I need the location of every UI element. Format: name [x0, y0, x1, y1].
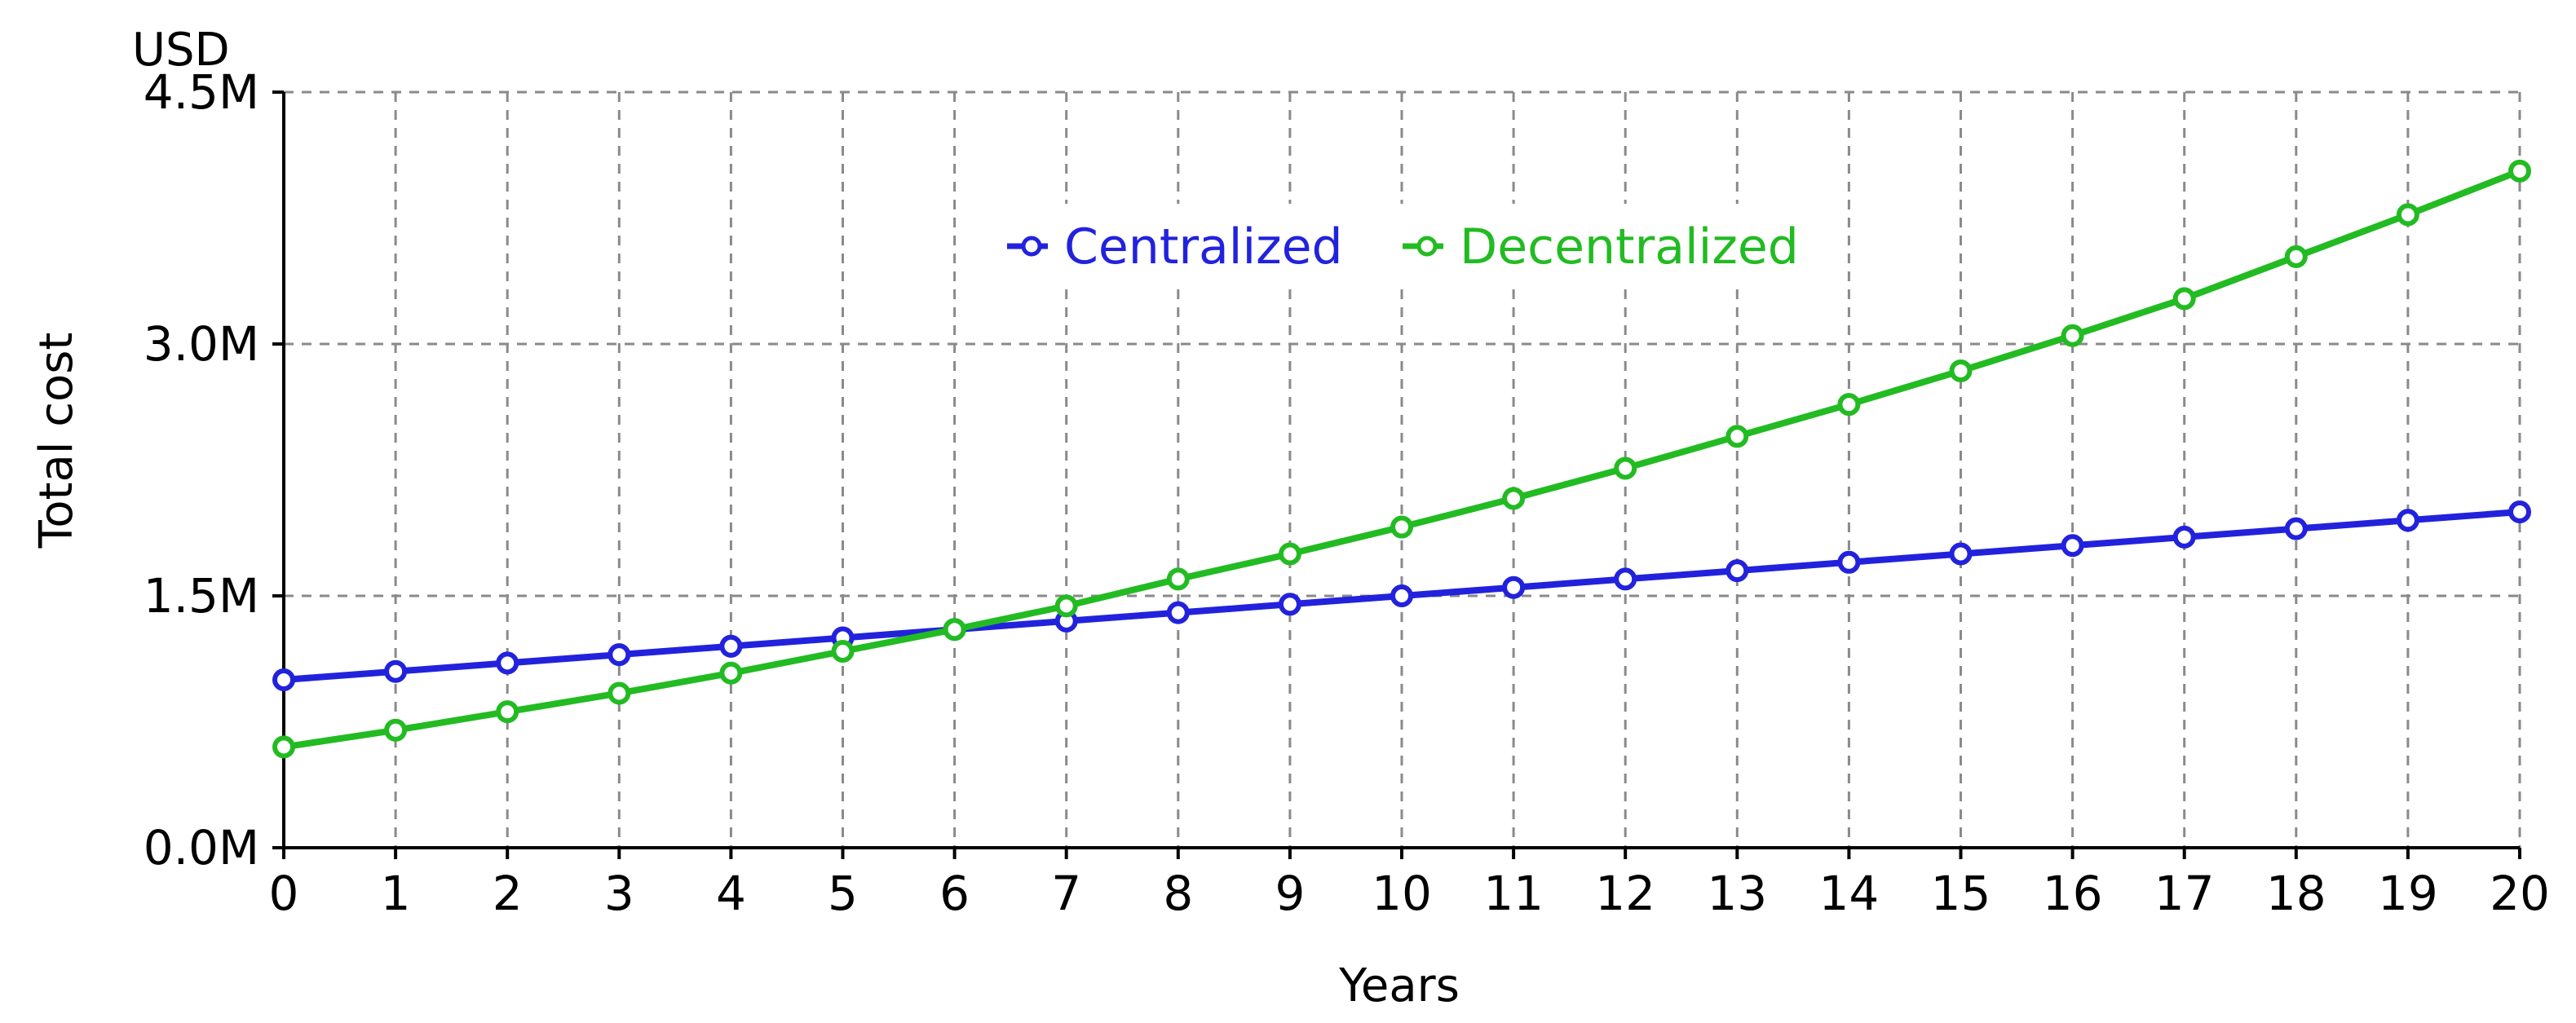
data-point: [2061, 534, 2084, 558]
x-tick-label: 15: [1931, 866, 1991, 921]
data-point: [1278, 542, 1301, 566]
data-point: [2396, 509, 2419, 532]
legend: Centralized Decentralized: [999, 204, 1823, 289]
data-point: [2061, 324, 2084, 347]
data-point: [2284, 517, 2308, 540]
data-point: [1949, 542, 1973, 566]
data-point: [1837, 393, 1861, 417]
x-tick-label: 12: [1595, 866, 1655, 921]
x-tick-label: 5: [828, 866, 858, 921]
data-point: [1949, 359, 1973, 382]
legend-marker-icon: [1021, 236, 1042, 257]
data-point: [1278, 593, 1301, 616]
data-point: [1390, 515, 1413, 539]
x-tick-label: 8: [1163, 866, 1193, 921]
y-tick-label: 0.0M: [144, 820, 259, 875]
data-point: [2396, 203, 2419, 227]
data-point: [608, 643, 631, 667]
data-point: [1390, 584, 1413, 607]
data-point: [272, 735, 295, 759]
data-point: [719, 661, 743, 685]
series-decentralized: [272, 159, 2531, 759]
data-point: [719, 634, 743, 658]
x-tick-label: 2: [493, 866, 523, 921]
x-tick-label: 9: [1275, 866, 1305, 921]
data-point: [2172, 287, 2196, 311]
data-point: [384, 659, 408, 683]
data-point: [496, 700, 519, 724]
x-tick-label: 11: [1483, 866, 1544, 921]
y-axis-title: Total cost: [30, 333, 83, 549]
x-tick-label: 20: [2490, 866, 2550, 921]
data-point: [2172, 525, 2196, 549]
data-point: [1614, 456, 1637, 480]
data-point: [1166, 567, 1190, 591]
data-point: [1166, 601, 1190, 624]
x-tick-label: 3: [604, 866, 634, 921]
data-point: [608, 681, 631, 705]
y-tick-label: 4.5M: [144, 64, 259, 120]
x-tick-label: 17: [2154, 866, 2215, 921]
x-tick-label: 0: [269, 866, 299, 921]
x-tick-label: 16: [2043, 866, 2103, 921]
data-point: [1502, 575, 1526, 599]
data-point: [1502, 487, 1526, 510]
data-point: [1725, 425, 1749, 448]
x-axis-title: Years: [1338, 959, 1460, 1012]
legend-marker-icon: [1416, 236, 1438, 257]
x-tick-label: 4: [716, 866, 746, 921]
data-point: [1054, 594, 1078, 618]
legend-label: Centralized: [1064, 218, 1343, 276]
data-point: [272, 668, 295, 691]
y-tick-label: 1.5M: [144, 568, 259, 624]
x-tick-label: 19: [2378, 866, 2438, 921]
data-point: [2284, 245, 2308, 268]
x-tick-label: 7: [1051, 866, 1081, 921]
x-tick-label: 18: [2266, 866, 2326, 921]
x-tick-label: 6: [939, 866, 970, 921]
series: [272, 159, 2531, 759]
data-point: [831, 639, 855, 663]
legend-item: Centralized: [1007, 218, 1343, 276]
data-point: [1614, 567, 1637, 591]
y-tick-label: 3.0M: [144, 316, 259, 372]
legend-label: Decentralized: [1460, 218, 1799, 276]
x-tick-label: 14: [1818, 866, 1879, 921]
data-point: [2508, 500, 2531, 523]
x-tick-label: 1: [381, 866, 411, 921]
legend-item: Decentralized: [1403, 218, 1799, 276]
data-point: [1725, 559, 1749, 583]
x-tick-label: 13: [1707, 866, 1767, 921]
data-point: [384, 718, 408, 742]
y-unit-label: USD: [132, 24, 230, 77]
y-ticks: 0.0M 1.5M 3.0M 4.5M: [144, 64, 284, 875]
data-point: [2508, 159, 2531, 183]
data-point: [943, 618, 966, 642]
x-tick-label: 10: [1372, 866, 1432, 921]
data-point: [1837, 550, 1861, 574]
data-point: [496, 651, 519, 675]
x-ticks: 0 1 2 3 4 5 6 7 8 9 10 11 12 13 14 15 16 17 18 19 20: [269, 848, 2550, 921]
